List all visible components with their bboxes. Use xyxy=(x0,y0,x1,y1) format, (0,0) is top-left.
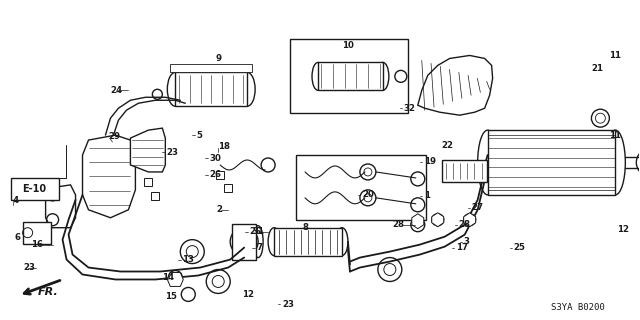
Bar xyxy=(290,38,408,113)
Text: 19: 19 xyxy=(424,157,436,166)
Polygon shape xyxy=(45,185,76,228)
Text: FR.: FR. xyxy=(38,287,59,297)
Text: 20: 20 xyxy=(362,190,374,199)
Bar xyxy=(11,178,59,200)
Text: 4: 4 xyxy=(13,196,19,205)
Text: 11: 11 xyxy=(609,51,621,60)
Polygon shape xyxy=(412,214,424,229)
Text: 8: 8 xyxy=(302,223,308,232)
Text: S3YA B0200: S3YA B0200 xyxy=(550,303,604,312)
Polygon shape xyxy=(83,135,136,218)
Text: 23: 23 xyxy=(24,263,36,272)
Text: 29: 29 xyxy=(108,132,120,140)
Text: 22: 22 xyxy=(442,140,454,149)
Text: 23: 23 xyxy=(282,300,294,309)
Text: 27: 27 xyxy=(472,203,484,212)
Polygon shape xyxy=(418,55,493,115)
Polygon shape xyxy=(167,273,183,286)
Bar xyxy=(216,171,224,179)
Ellipse shape xyxy=(268,228,280,256)
Text: 16: 16 xyxy=(31,240,43,249)
Text: 28: 28 xyxy=(393,220,405,229)
Text: 28: 28 xyxy=(459,220,470,229)
Text: 26: 26 xyxy=(209,171,221,180)
Text: 12: 12 xyxy=(242,290,254,299)
Text: 25: 25 xyxy=(513,243,525,252)
Text: 2: 2 xyxy=(216,205,222,214)
Text: 26: 26 xyxy=(249,227,261,236)
Text: 15: 15 xyxy=(165,292,177,301)
Text: 21: 21 xyxy=(591,64,604,73)
Bar xyxy=(145,178,152,186)
Text: 7: 7 xyxy=(256,243,262,252)
Text: 1: 1 xyxy=(424,191,430,200)
Bar xyxy=(274,228,342,256)
Text: 17: 17 xyxy=(456,243,468,252)
Text: 11: 11 xyxy=(609,131,621,140)
Text: 14: 14 xyxy=(163,273,175,282)
Text: E-10: E-10 xyxy=(22,184,47,194)
Polygon shape xyxy=(464,213,476,227)
Ellipse shape xyxy=(605,130,625,195)
Text: 18: 18 xyxy=(218,141,230,151)
Bar xyxy=(318,62,383,90)
Text: 3: 3 xyxy=(464,237,470,246)
Text: 12: 12 xyxy=(618,225,629,234)
Text: 30: 30 xyxy=(209,154,221,163)
Ellipse shape xyxy=(167,72,183,106)
Polygon shape xyxy=(232,224,256,260)
Ellipse shape xyxy=(312,62,324,90)
Ellipse shape xyxy=(253,226,263,258)
Polygon shape xyxy=(432,213,444,227)
Bar xyxy=(296,155,426,220)
Bar xyxy=(442,160,486,182)
Text: 23: 23 xyxy=(166,148,179,156)
Bar xyxy=(22,222,51,244)
Bar xyxy=(224,184,232,192)
Ellipse shape xyxy=(477,130,498,195)
Ellipse shape xyxy=(239,72,255,106)
Ellipse shape xyxy=(377,62,389,90)
Text: 6: 6 xyxy=(15,233,20,242)
Bar xyxy=(488,130,615,195)
Bar xyxy=(175,72,247,106)
Text: 10: 10 xyxy=(342,41,354,50)
Polygon shape xyxy=(131,128,165,172)
Text: 31: 31 xyxy=(252,227,264,236)
Text: 32: 32 xyxy=(404,104,416,113)
Ellipse shape xyxy=(336,228,348,256)
Text: 5: 5 xyxy=(196,131,202,140)
Bar xyxy=(152,192,159,200)
Text: 9: 9 xyxy=(215,54,221,63)
Text: 13: 13 xyxy=(182,255,195,264)
Text: 24: 24 xyxy=(111,86,123,95)
Polygon shape xyxy=(170,64,252,72)
